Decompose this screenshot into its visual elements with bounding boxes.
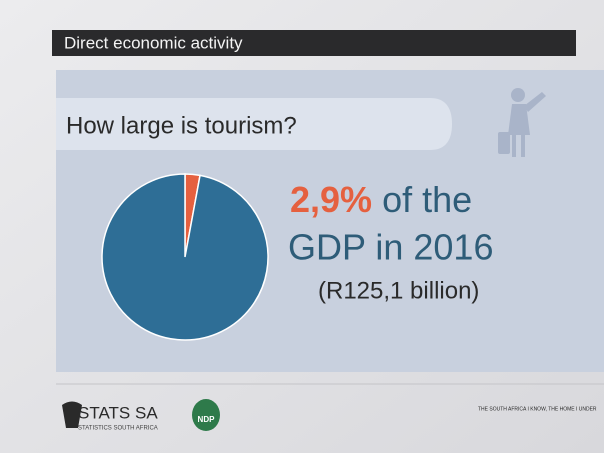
header-bar <box>52 30 576 56</box>
traveller-icon <box>498 88 546 157</box>
headline-amount: (R125,1 billion) <box>318 277 479 304</box>
headline-line1: 2,9% of the <box>290 179 472 220</box>
pie-chart <box>101 173 269 341</box>
footer-logo: STATS SA <box>78 403 158 422</box>
headline-line2: GDP in 2016 <box>288 227 493 268</box>
question: How large is tourism? <box>66 112 297 139</box>
header-title: Direct economic activity <box>64 33 243 52</box>
logo-mark <box>62 401 82 428</box>
question-band <box>56 98 452 150</box>
ndp-badge <box>192 399 220 431</box>
footer-logo-sub: STATISTICS SOUTH AFRICA <box>78 426 158 432</box>
footer-slogan: THE SOUTH AFRICA I KNOW, THE HOME I UNDE… <box>478 406 597 412</box>
headline-highlight: 2,9% <box>290 179 372 220</box>
headline-rest: of the <box>382 179 472 220</box>
ndp-label: NDP <box>198 415 216 424</box>
pie-slice <box>101 173 269 341</box>
